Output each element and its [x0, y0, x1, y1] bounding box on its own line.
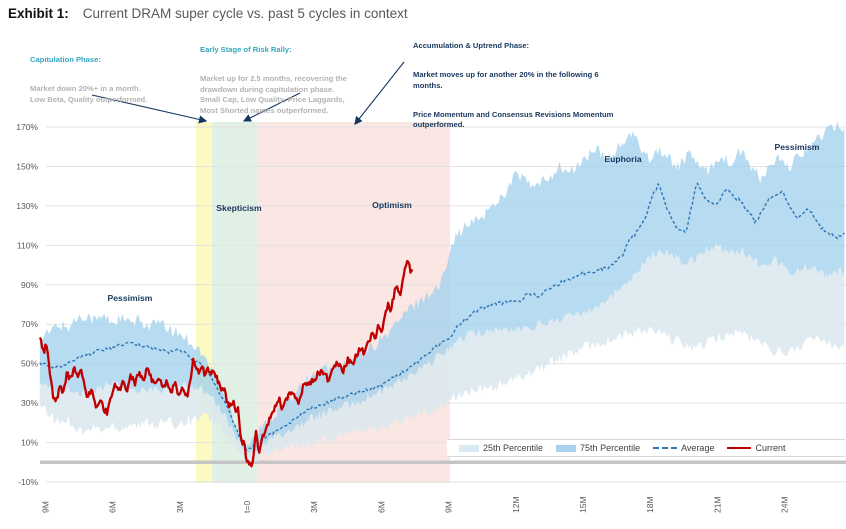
svg-text:9M: 9M — [444, 501, 454, 513]
svg-text:30%: 30% — [21, 398, 38, 408]
average-dashed-line-icon — [653, 447, 678, 449]
svg-text:110%: 110% — [17, 240, 39, 250]
exhibit-label: Exhibit 1: — [8, 6, 69, 21]
annotation-risk-rally: Early Stage of Risk Rally: Market up for… — [200, 34, 375, 127]
phase-label-optimism: Optimism — [372, 200, 412, 210]
svg-text:130%: 130% — [16, 201, 38, 211]
svg-text:170%: 170% — [16, 122, 38, 132]
annotation-accumulation: Accumulation & Uptrend Phase: Market mov… — [413, 30, 673, 142]
75th-percentile-swatch-icon — [556, 444, 577, 452]
phase-label-pessimism-left: Pessimism — [107, 293, 153, 303]
legend-item-average: Average — [653, 443, 714, 453]
svg-text:6M: 6M — [376, 501, 386, 513]
annotation-accumulation-body1: Market moves up for another 20% in the f… — [413, 69, 599, 90]
25th-percentile-swatch-icon — [459, 444, 479, 452]
chart-title: Current DRAM super cycle vs. past 5 cycl… — [82, 6, 408, 21]
current-line-icon — [727, 447, 752, 449]
svg-text:12M: 12M — [511, 496, 521, 513]
annotation-capitulation-body: Market down 20%+ in a month. Low Beta, Q… — [30, 83, 148, 104]
legend-item-current: Current — [727, 443, 785, 453]
svg-text:3M: 3M — [175, 501, 185, 513]
annotation-capitulation: Capitulation Phase: Market down 20%+ in … — [30, 44, 190, 116]
phase-label-pessimism-right: Pessimism — [774, 142, 820, 152]
phase-label-euphoria: Euphoria — [604, 154, 642, 164]
phase-label-skepticism: Skepticism — [216, 203, 262, 213]
legend-item-75th-percentile: 75th Percentile — [556, 443, 640, 453]
legend-label-25th: 25th Percentile — [483, 443, 544, 453]
svg-text:24M: 24M — [780, 496, 790, 513]
annotation-capitulation-heading: Capitulation Phase: — [30, 54, 101, 64]
annotation-accumulation-heading: Accumulation & Uptrend Phase: — [413, 40, 530, 50]
annotation-risk-rally-heading: Early Stage of Risk Rally: — [200, 44, 292, 54]
svg-text:-10%: -10% — [18, 477, 38, 487]
annotation-accumulation-body2: Price Momentum and Consensus Revisions M… — [413, 109, 614, 130]
svg-text:t=0: t=0 — [242, 501, 252, 513]
svg-text:150%: 150% — [16, 162, 38, 172]
legend-label-average: Average — [681, 443, 715, 453]
legend-label-current: Current — [755, 443, 786, 453]
chart-legend: 25th Percentile 75th Percentile Average … — [447, 439, 845, 457]
svg-text:6M: 6M — [108, 501, 118, 513]
svg-text:15M: 15M — [578, 496, 588, 513]
svg-text:90%: 90% — [21, 280, 38, 290]
svg-text:10%: 10% — [21, 438, 38, 448]
legend-label-75th: 75th Percentile — [580, 443, 641, 453]
svg-text:9M: 9M — [40, 501, 50, 513]
page-title: Exhibit 1: Current DRAM super cycle vs. p… — [8, 6, 408, 21]
svg-text:21M: 21M — [712, 496, 722, 513]
svg-text:50%: 50% — [21, 359, 38, 369]
annotation-risk-rally-body: Market up for 2.5 months, recovering the… — [200, 73, 347, 115]
legend-item-25th-percentile: 25th Percentile — [459, 443, 543, 453]
svg-text:70%: 70% — [21, 319, 38, 329]
svg-text:3M: 3M — [309, 501, 319, 513]
svg-text:18M: 18M — [645, 496, 655, 513]
